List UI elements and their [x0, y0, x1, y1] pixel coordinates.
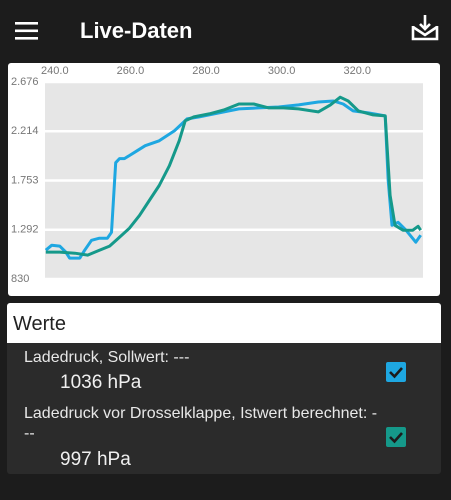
x-tick-label: 280.0: [192, 65, 220, 77]
y-tick-label: 1.753: [11, 174, 39, 186]
x-tick-label: 300.0: [268, 65, 296, 77]
y-tick-label: 2.676: [11, 76, 39, 88]
check-mark: [389, 432, 403, 444]
values-title: Werte: [13, 313, 66, 335]
values-panel: Ladedruck, Sollwert: --- 1036 hPa Ladedr…: [7, 343, 441, 474]
item-label: Ladedruck, Sollwert: ---: [24, 349, 190, 366]
chart-card: 830 1.292 1.753 2.214 2.676 240.0 260.0 280.0 30…: [8, 63, 440, 296]
values-header: Werte: [7, 303, 441, 343]
data-line: [45, 95, 422, 257]
x-tick-label: 260.0: [117, 65, 145, 77]
item-reading: 1036 hPa: [60, 372, 142, 393]
x-tick-label: 320.0: [343, 65, 371, 77]
x-tick-label: 240.0: [41, 65, 69, 77]
app-title: Live-Daten: [80, 18, 193, 43]
checkbox[interactable]: [386, 427, 406, 447]
menu-button[interactable]: [15, 22, 39, 40]
y-tick-label: 830: [11, 273, 29, 285]
y-tick-label: 1.292: [11, 224, 39, 236]
checkbox[interactable]: [386, 362, 406, 382]
y-tick-label: 2.214: [11, 125, 39, 137]
check-mark: [389, 367, 403, 379]
item-label: Ladedruck vor Drosselklappe, Istwert ber…: [24, 405, 378, 442]
item-reading: 997 hPa: [60, 449, 131, 470]
download-button[interactable]: [411, 14, 439, 42]
